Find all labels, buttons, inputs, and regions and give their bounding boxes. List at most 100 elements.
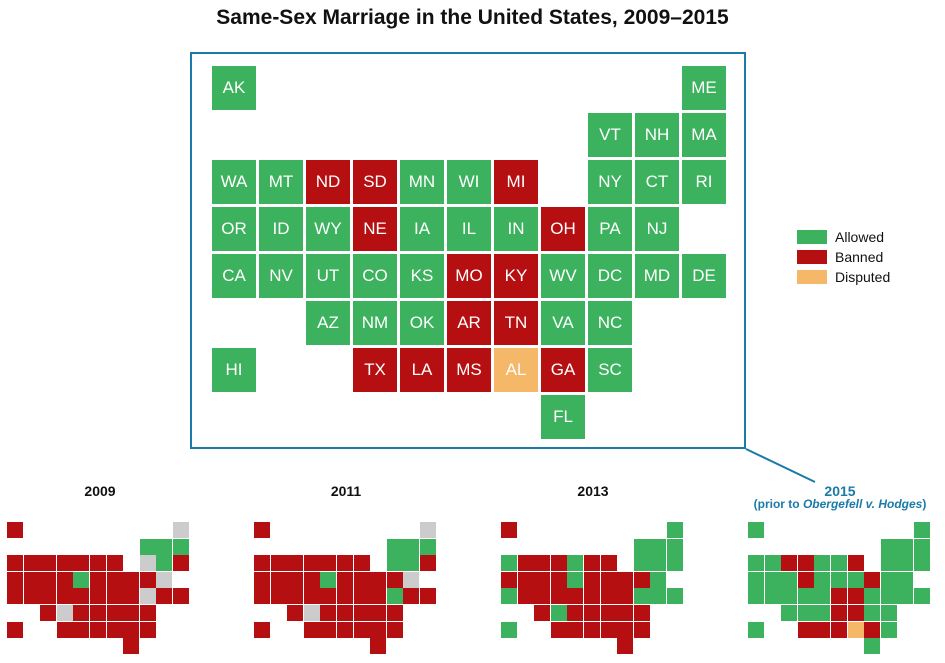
mini-tile-2015-mn — [814, 555, 831, 572]
mini-tile-2009-wy — [40, 571, 57, 588]
mini-tile-2015-sc — [880, 621, 897, 638]
mini-tile-2013-or — [501, 571, 517, 588]
mini-tile-2011-tn — [353, 605, 370, 621]
mini-tile-2011-mi — [353, 555, 370, 572]
mini-tile-2013-ny — [633, 555, 650, 572]
mini-tile-2011-ar — [337, 605, 353, 621]
mini-tile-2015-ca — [748, 588, 764, 605]
mini-tile-2011-ia — [320, 571, 337, 588]
mini-tile-2015-hi — [748, 621, 764, 638]
mini-tile-2009-wa — [7, 555, 23, 572]
mini-tile-2013-wy — [534, 571, 551, 588]
mini-tile-2015-oh — [864, 571, 881, 588]
mini-tile-2013-ak — [501, 522, 517, 538]
note-prefix: (prior to — [753, 497, 803, 511]
mini-tile-2013-va — [617, 605, 634, 621]
mini-tile-2011-nh — [403, 538, 420, 555]
mini-tile-2009-sc — [139, 621, 156, 638]
mini-tile-2013-wi — [584, 555, 600, 572]
mini-tile-2011-tx — [303, 621, 320, 638]
mini-tile-2009-dc — [139, 588, 156, 605]
mini-tile-2009-ar — [90, 605, 106, 621]
mini-tile-2013-mi — [600, 555, 617, 572]
mini-tile-2009-or — [7, 571, 23, 588]
mini-tile-2011-nc — [386, 605, 403, 621]
mini-tile-2015-vt — [880, 538, 897, 555]
mini-tile-2009-ia — [73, 571, 90, 588]
mini-tile-2009-id — [23, 571, 40, 588]
mini-tile-2015-sd — [797, 555, 814, 572]
mini-tile-2013-de — [667, 588, 683, 605]
main-map-frame — [190, 52, 746, 449]
mini-tile-2011-la — [320, 621, 337, 638]
mini-tile-2009-hi — [7, 621, 23, 638]
mini-tile-2013-md — [650, 588, 667, 605]
mini-tile-2009-az — [40, 605, 57, 621]
mini-tile-2011-oh — [370, 571, 387, 588]
mini-tile-2009-ct — [156, 555, 173, 572]
year-label-2013: 2013 — [577, 483, 609, 499]
year-note-2015: (prior to Obergefell v. Hodges) — [740, 497, 940, 511]
mini-tile-2013-nh — [650, 538, 667, 555]
mini-tile-2013-nd — [534, 555, 551, 572]
mini-tile-2015-in — [847, 571, 864, 588]
mini-tile-2013-ut — [534, 588, 551, 605]
mini-tile-2009-ca — [7, 588, 23, 605]
year-label-2015: 2015 — [824, 483, 856, 499]
mini-tile-2013-tn — [600, 605, 617, 621]
mini-tile-2011-hi — [254, 621, 270, 638]
mini-tile-2013-ok — [567, 605, 584, 621]
mini-tile-2011-ut — [287, 588, 304, 605]
mini-tile-2013-me — [667, 522, 683, 538]
mini-tile-2011-ks — [320, 588, 337, 605]
mini-tile-2009-pa — [139, 571, 156, 588]
mini-tile-2009-oh — [123, 571, 140, 588]
mini-tile-2011-dc — [386, 588, 403, 605]
mini-tile-2013-ca — [501, 588, 517, 605]
mini-tile-2009-ms — [90, 621, 106, 638]
mini-tile-2013-nv — [517, 588, 534, 605]
mini-tile-2011-il — [337, 571, 353, 588]
mini-tile-2009-md — [156, 588, 173, 605]
mini-tile-2009-co — [56, 588, 73, 605]
mini-tile-2011-ga — [370, 621, 387, 638]
mini-tile-2009-nd — [40, 555, 57, 572]
mini-tile-2011-ct — [403, 555, 420, 572]
mini-tile-2011-nd — [287, 555, 304, 572]
page-title: Same-Sex Marriage in the United States, … — [216, 6, 729, 29]
mini-tile-2011-sd — [303, 555, 320, 572]
mini-tile-2015-ri — [914, 555, 930, 572]
mini-tile-2011-wy — [287, 571, 304, 588]
note-suffix: ) — [922, 497, 927, 511]
mini-tile-2013-nm — [550, 605, 567, 621]
mini-tile-2009-al — [106, 621, 123, 638]
mini-tile-2011-ky — [353, 588, 370, 605]
mini-tile-2015-md — [897, 588, 914, 605]
mini-tile-2009-il — [90, 571, 106, 588]
mini-tile-2015-ma — [914, 538, 930, 555]
mini-tile-2015-mi — [847, 555, 864, 572]
mini-tile-2015-dc — [880, 588, 897, 605]
mini-tile-2009-wv — [123, 588, 140, 605]
mini-tile-2015-nj — [897, 571, 914, 588]
mini-tile-2015-ne — [797, 571, 814, 588]
mini-tile-2015-tx — [797, 621, 814, 638]
mini-tile-2013-mo — [584, 588, 600, 605]
mini-tile-2011-vt — [386, 538, 403, 555]
mini-tile-2011-md — [403, 588, 420, 605]
mini-tile-2015-wi — [831, 555, 847, 572]
mini-tile-2011-ca — [254, 588, 270, 605]
mini-tile-2009-sd — [56, 555, 73, 572]
mini-tile-2009-me — [173, 522, 189, 538]
mini-tile-2009-la — [73, 621, 90, 638]
mini-tile-2009-ok — [73, 605, 90, 621]
mini-tile-2015-ms — [831, 621, 847, 638]
mini-tile-2009-mt — [23, 555, 40, 572]
mini-tile-2015-mt — [764, 555, 781, 572]
mini-tile-2015-il — [831, 571, 847, 588]
mini-tile-2013-co — [550, 588, 567, 605]
mini-tile-2009-mn — [73, 555, 90, 572]
mini-tile-2015-al — [847, 621, 864, 638]
mini-tile-2015-la — [814, 621, 831, 638]
